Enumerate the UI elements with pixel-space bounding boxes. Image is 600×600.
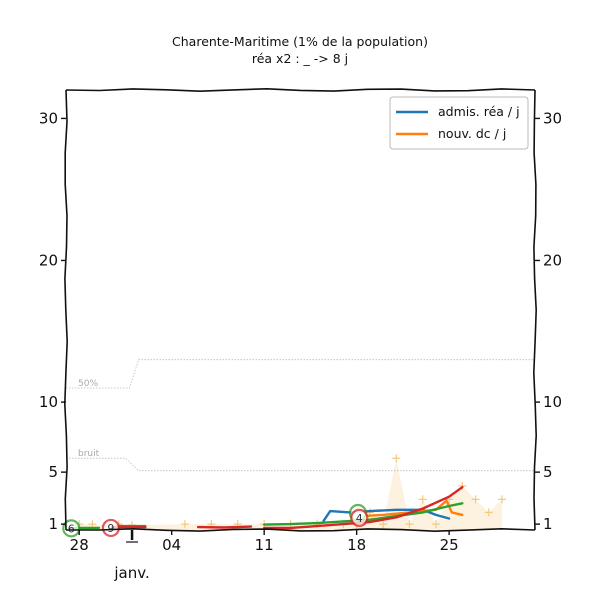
scatter-area [79, 458, 502, 530]
scatter-point-5 [180, 520, 189, 529]
x-tick-label-1: 04 [162, 536, 181, 554]
y-tick-label-left-0: 1 [48, 515, 58, 533]
badge-circle-1 [101, 518, 121, 538]
scatter-point-21 [471, 495, 480, 504]
badge-circle-3 [350, 508, 369, 528]
scatter-point-16 [405, 520, 414, 529]
y-tick-label-right-4: 30 [543, 109, 562, 127]
y-tick-label-left-3: 20 [39, 251, 58, 269]
y-tick-label-right-0: 1 [543, 515, 553, 533]
x-tick-label-3: 18 [347, 536, 366, 554]
legend-box [389, 96, 529, 150]
scatter-point-15 [392, 454, 401, 463]
series-2-segment-2 [263, 502, 464, 526]
scatter-point-17 [418, 495, 427, 504]
series-3-segment-1 [196, 525, 253, 529]
badge-label-1: 9 [107, 522, 114, 535]
y-tick-label-left-4: 30 [39, 109, 58, 127]
scatter-point-18 [431, 520, 440, 529]
ref-line-1 [66, 457, 535, 472]
scatter-point-22 [484, 508, 493, 517]
ref-label-0: 50% [78, 379, 98, 389]
series-0-segment-0 [322, 508, 451, 522]
frame-bottom-left [63, 89, 536, 533]
y-tick-label-right-3: 20 [543, 251, 562, 269]
chart-title-block: Charente-Maritime (1% de la population) … [0, 33, 600, 67]
x-tick-label-0: 28 [70, 536, 89, 554]
x-tick-label-2: 11 [255, 536, 274, 554]
x-tick-label-4: 25 [440, 536, 459, 554]
ref-line-0 [66, 359, 535, 389]
chart-subtitle: réa x2 : _ -> 8 j [251, 51, 349, 66]
badge-circle-0 [62, 519, 81, 538]
x-month-label: janv. [113, 564, 149, 582]
series-3-segment-2 [263, 486, 464, 530]
chart-title: Charente-Maritime (1% de la population) [172, 34, 428, 49]
y-tick-label-right-2: 10 [543, 393, 562, 411]
ref-label-1: bruit [78, 449, 100, 459]
y-tick-label-left-1: 5 [48, 463, 58, 481]
badge-label-0: 6 [68, 522, 75, 535]
frame-top-right [65, 87, 538, 531]
badge-label-3: 4 [356, 512, 363, 525]
y-tick-label-right-1: 5 [543, 463, 553, 481]
y-tick-label-left-2: 10 [39, 393, 58, 411]
scatter-point-23 [497, 495, 506, 504]
legend-label-1: nouv. dc / j [438, 126, 506, 141]
scatter-point-14 [379, 520, 388, 529]
legend-label-0: admis. réa / j [438, 104, 520, 119]
